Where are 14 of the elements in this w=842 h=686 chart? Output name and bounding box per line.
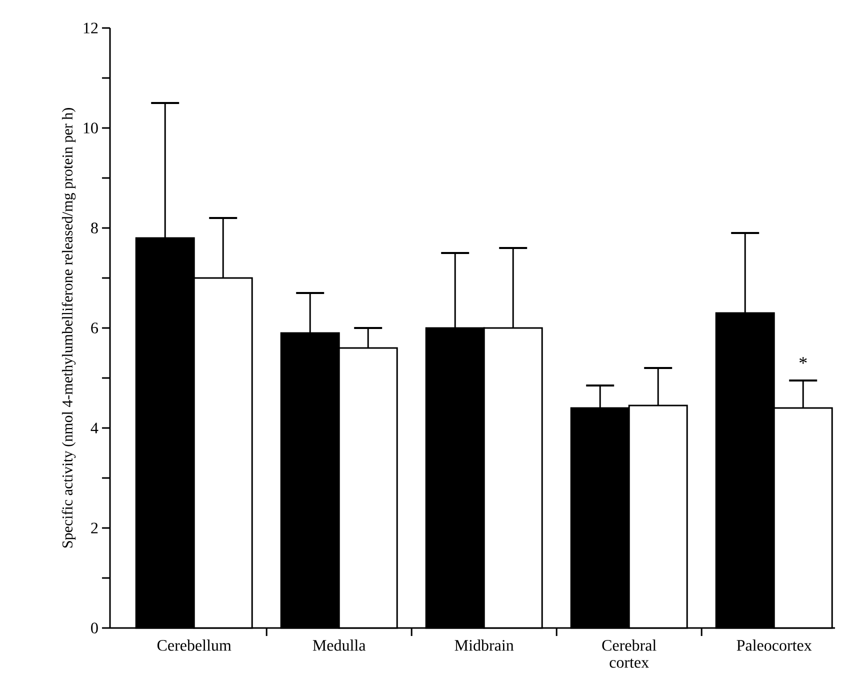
x-tick-label: Cerebellum <box>157 640 232 651</box>
y-tick-label: 2 <box>91 522 98 534</box>
x-tick-label: Cerebral cortex <box>602 640 656 668</box>
x-tick-label: Midbrain <box>454 640 514 651</box>
x-tick-label: Medulla <box>312 640 366 651</box>
y-tick-label: 0 <box>91 622 98 634</box>
x-tick-label: Paleocortex <box>736 640 812 651</box>
y-tick-label: 12 <box>84 22 98 34</box>
y-tick-label: 6 <box>91 322 98 334</box>
y-tick-label: 4 <box>90 422 98 434</box>
y-tick-label: 8 <box>91 222 98 234</box>
y-tick-label: 10 <box>84 122 98 134</box>
annotation: * <box>799 357 807 364</box>
y-axis-title: Specific activity (nmol 4-methylumbelliferone released/mg protein per h) <box>62 108 76 548</box>
